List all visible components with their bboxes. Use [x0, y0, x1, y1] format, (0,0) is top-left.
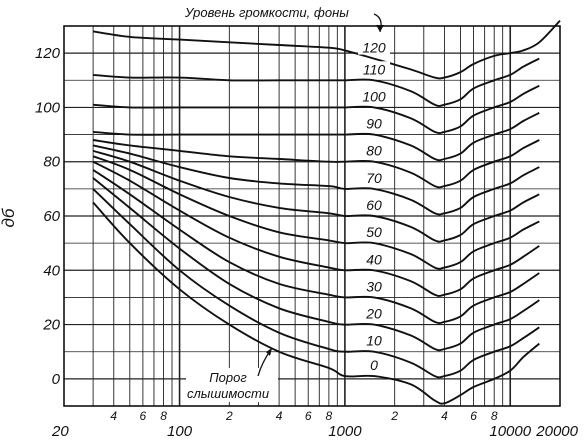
curve-label-bg [358, 169, 391, 185]
curve-label-0: 0 [370, 357, 378, 373]
loudness-curves [92, 19, 561, 405]
x-minor-tick-label: 2 [225, 409, 233, 423]
y-tick-label: 100 [35, 99, 61, 116]
loudness-curve-80 [92, 139, 540, 189]
curve-label-110: 110 [363, 61, 386, 77]
x-tick-label: 20 [51, 423, 69, 440]
curve-label-bg [358, 224, 391, 240]
loudness-curve-40 [92, 160, 540, 297]
loudness-curve-100 [93, 84, 540, 135]
threshold-arrow-head [266, 348, 272, 356]
curve-label-bg [358, 305, 391, 321]
loudness-curve-70 [92, 144, 540, 216]
curve-label-bg [358, 332, 391, 348]
curve-label-120: 120 [362, 40, 386, 56]
x-minor-tick-label: 8 [326, 409, 333, 423]
curve-label-60: 60 [366, 197, 382, 213]
chart-title: Уровень громкости, фоны [184, 5, 349, 20]
title-arrow-head [376, 25, 384, 32]
x-tick-label: 100 [167, 423, 193, 440]
curve-label-bg [358, 88, 391, 104]
loudness-curve-10 [92, 188, 540, 379]
curve-label-90: 90 [366, 116, 382, 132]
curve-label-bg [358, 115, 391, 131]
x-tick-label: 1000 [328, 423, 362, 440]
curve-label-bg [358, 357, 391, 373]
y-tick-label: 0 [52, 371, 61, 388]
loudness-curve-60 [92, 149, 540, 243]
curve-label-bg [358, 39, 391, 55]
curve-label-20: 20 [365, 306, 382, 322]
plot-frame [63, 25, 561, 407]
loudness-curve-120 [92, 19, 561, 80]
curve-label-30: 30 [366, 278, 382, 294]
curve-label-50: 50 [366, 224, 382, 240]
x-minor-tick-label: 2 [390, 409, 398, 423]
curve-label-bg [358, 251, 391, 267]
curve-label-100: 100 [362, 88, 386, 104]
curve-label-10: 10 [366, 333, 382, 349]
curve-label-bg [358, 197, 391, 212]
loudness-curve-50 [92, 155, 540, 270]
x-tick-label: 10000 [489, 423, 531, 440]
x-minor-tick-label: 4 [110, 409, 117, 423]
y-tick-label: 80 [43, 154, 60, 171]
x-minor-tick-label: 4 [276, 409, 283, 423]
loudness-curve-30 [92, 169, 540, 325]
y-tick-label: 40 [43, 262, 60, 279]
x-minor-tick-label: 6 [305, 409, 312, 423]
x-minor-tick-label: 8 [491, 409, 498, 423]
y-axis-label: дб [0, 207, 18, 227]
x-tick-label: 20000 [535, 423, 578, 440]
curve-label-bg [358, 61, 391, 77]
y-tick-label: 120 [35, 45, 61, 62]
y-tick-label: 20 [42, 317, 60, 334]
y-tick-label: 60 [43, 208, 60, 225]
curve-label-bg [358, 278, 391, 294]
loudness-curve-90 [93, 112, 540, 162]
threshold-annotation-line-1: Порог [209, 370, 247, 385]
curve-label-70: 70 [366, 170, 382, 186]
curve-label-40: 40 [366, 251, 382, 267]
loudness-curve-20 [92, 177, 540, 352]
x-minor-tick-label: 6 [470, 409, 477, 423]
threshold-annotation-bg [186, 368, 278, 402]
labels: Уровень громкости, фоны дб 0204060801001… [0, 5, 579, 440]
x-minor-tick-label: 4 [441, 409, 448, 423]
curve-label-80: 80 [366, 143, 382, 159]
x-minor-tick-label: 6 [140, 409, 147, 423]
curve-label-bg [358, 142, 391, 158]
threshold-annotation-line-2: слышимости [187, 386, 269, 401]
loudness-curve-0 [92, 201, 540, 405]
loudness-curve-110 [93, 57, 540, 107]
x-minor-tick-label: 8 [160, 409, 167, 423]
